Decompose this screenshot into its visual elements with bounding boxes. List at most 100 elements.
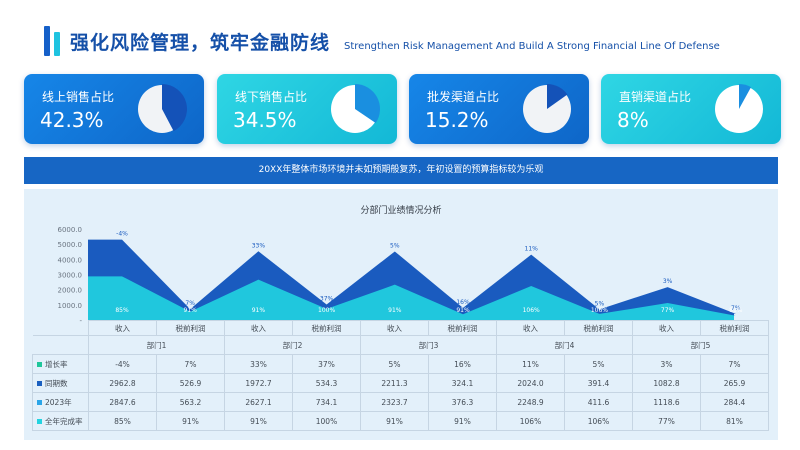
data-label: 3% xyxy=(663,278,673,285)
data-label: 7% xyxy=(731,305,741,312)
pie-slice xyxy=(739,84,752,109)
category-header-row: 收入 税前利润 收入 税前利润 收入 税前利润 收入 税前利润 收入 税前利润 xyxy=(32,320,769,336)
table-cell: 284.4 xyxy=(700,392,769,412)
kpi-value: 34.5% xyxy=(233,108,297,132)
table-cell: 2962.8 xyxy=(88,373,157,393)
y-tick-label: 4000.0 xyxy=(58,256,83,264)
table-cell: 1972.7 xyxy=(224,373,293,393)
data-label: 100% xyxy=(318,307,335,314)
data-label: 106% xyxy=(591,307,608,314)
kpi-pie-icon xyxy=(138,84,187,133)
category-label: 税前利润 xyxy=(700,320,769,336)
header: 强化风险管理，筑牢金融防线 Strengthen Risk Management… xyxy=(44,26,720,56)
table-cell: 5% xyxy=(360,354,429,374)
data-label: 11% xyxy=(525,246,539,253)
y-tick-label: 6000.0 xyxy=(58,226,83,234)
data-label: 16% xyxy=(456,299,470,306)
table-cell: 1082.8 xyxy=(632,373,701,393)
category-label: 收入 xyxy=(496,320,565,336)
data-label: 37% xyxy=(320,296,334,303)
table-cell: 563.2 xyxy=(156,392,225,412)
kpi-card-online: 线上销售占比 42.3% xyxy=(24,74,204,144)
table-cell: 106% xyxy=(564,411,633,431)
kpi-value: 8% xyxy=(617,108,649,132)
category-label: 收入 xyxy=(224,320,293,336)
data-label: 5% xyxy=(390,242,400,249)
table-row-2023: 2023年 2847.6 563.2 2627.1 734.1 2323.7 3… xyxy=(32,392,769,412)
table-cell: 534.3 xyxy=(292,373,361,393)
legend-swatch-icon xyxy=(37,419,42,424)
data-label: 5% xyxy=(595,300,605,307)
y-tick-label: 3000.0 xyxy=(58,272,83,280)
table-cell: -4% xyxy=(88,354,157,374)
kpi-label: 直销渠道占比 xyxy=(619,90,692,104)
category-label: 收入 xyxy=(360,320,429,336)
category-label: 税前利润 xyxy=(156,320,225,336)
kpi-value: 42.3% xyxy=(40,108,104,132)
row-label: 增长率 xyxy=(32,354,89,374)
page-title: 强化风险管理，筑牢金融防线 xyxy=(70,31,331,54)
table-cell: 106% xyxy=(496,411,565,431)
data-label: 91% xyxy=(456,307,470,314)
y-tick-label: 5000.0 xyxy=(58,241,83,249)
table-cell: 37% xyxy=(292,354,361,374)
table-cell: 33% xyxy=(224,354,293,374)
table-cell: 411.6 xyxy=(564,392,633,412)
data-label: 106% xyxy=(523,307,540,314)
kpi-card-wholesale: 批发渠道占比 15.2% xyxy=(409,74,589,144)
table-cell: 376.3 xyxy=(428,392,497,412)
category-label: 税前利润 xyxy=(428,320,497,336)
department-header-row: 部门1 部门2 部门3 部门4 部门5 xyxy=(32,335,769,355)
table-row-prior: 同期数 2962.8 526.9 1972.7 534.3 2211.3 324… xyxy=(32,373,769,393)
table-row-completion: 全年完成率 85% 91% 91% 100% 91% 91% 106% 106%… xyxy=(32,411,769,431)
table-cell: 81% xyxy=(700,411,769,431)
title-accent-icon xyxy=(44,26,60,56)
data-label: 85% xyxy=(115,307,129,314)
department-label: 部门4 xyxy=(496,335,633,355)
page-subtitle: Strengthen Risk Management And Build A S… xyxy=(344,41,720,52)
data-label: -4% xyxy=(116,231,128,238)
data-label: 91% xyxy=(252,307,266,314)
kpi-pie-icon xyxy=(523,84,571,133)
table-cell: 526.9 xyxy=(156,373,225,393)
category-label: 收入 xyxy=(632,320,701,336)
data-label: 91% xyxy=(388,307,402,314)
table-cell: 16% xyxy=(428,354,497,374)
table-cell: 2211.3 xyxy=(360,373,429,393)
table-cell: 265.9 xyxy=(700,373,769,393)
table-cell: 2627.1 xyxy=(224,392,293,412)
category-label: 税前利润 xyxy=(292,320,361,336)
legend-swatch-icon xyxy=(37,400,42,405)
kpi-value: 15.2% xyxy=(425,108,489,132)
department-label: 部门3 xyxy=(360,335,497,355)
table-cell: 77% xyxy=(632,411,701,431)
y-tick-label: 2000.0 xyxy=(58,287,83,295)
kpi-label: 批发渠道占比 xyxy=(427,90,500,104)
table-cell: 2323.7 xyxy=(360,392,429,412)
kpi-pie-icon xyxy=(331,84,380,133)
table-cell: 324.1 xyxy=(428,373,497,393)
y-tick-label: 1000.0 xyxy=(58,302,83,310)
category-label: 税前利润 xyxy=(564,320,633,336)
table-cell: 1118.6 xyxy=(632,392,701,412)
department-label: 部门1 xyxy=(88,335,225,355)
area-chart: 6000.05000.04000.03000.02000.01000.0--4%… xyxy=(58,226,743,324)
kpi-row: 线上销售占比 42.3% 线下销售占比 34.5% 批发渠道占比 15.2% 直… xyxy=(24,74,784,146)
table-cell: 7% xyxy=(156,354,225,374)
table-cell: 2248.9 xyxy=(496,392,565,412)
department-label: 部门5 xyxy=(632,335,769,355)
table-cell: 91% xyxy=(156,411,225,431)
row-label: 2023年 xyxy=(32,392,89,412)
data-table: 收入 税前利润 收入 税前利润 收入 税前利润 收入 税前利润 收入 税前利润 … xyxy=(32,320,769,431)
completion-area xyxy=(88,276,736,320)
data-label: 81% xyxy=(729,307,743,314)
summary-banner: 20XX年整体市场环境并未如预期般复苏，年初设置的预算指标较为乐观 xyxy=(24,157,778,184)
table-cell: 11% xyxy=(496,354,565,374)
legend-swatch-icon xyxy=(37,362,42,367)
table-cell: 3% xyxy=(632,354,701,374)
data-label: 91% xyxy=(184,307,198,314)
chart-title: 分部门业绩情况分析 xyxy=(360,206,442,216)
table-cell: 2024.0 xyxy=(496,373,565,393)
pie-slice xyxy=(355,84,380,124)
kpi-pie-icon xyxy=(715,84,763,133)
